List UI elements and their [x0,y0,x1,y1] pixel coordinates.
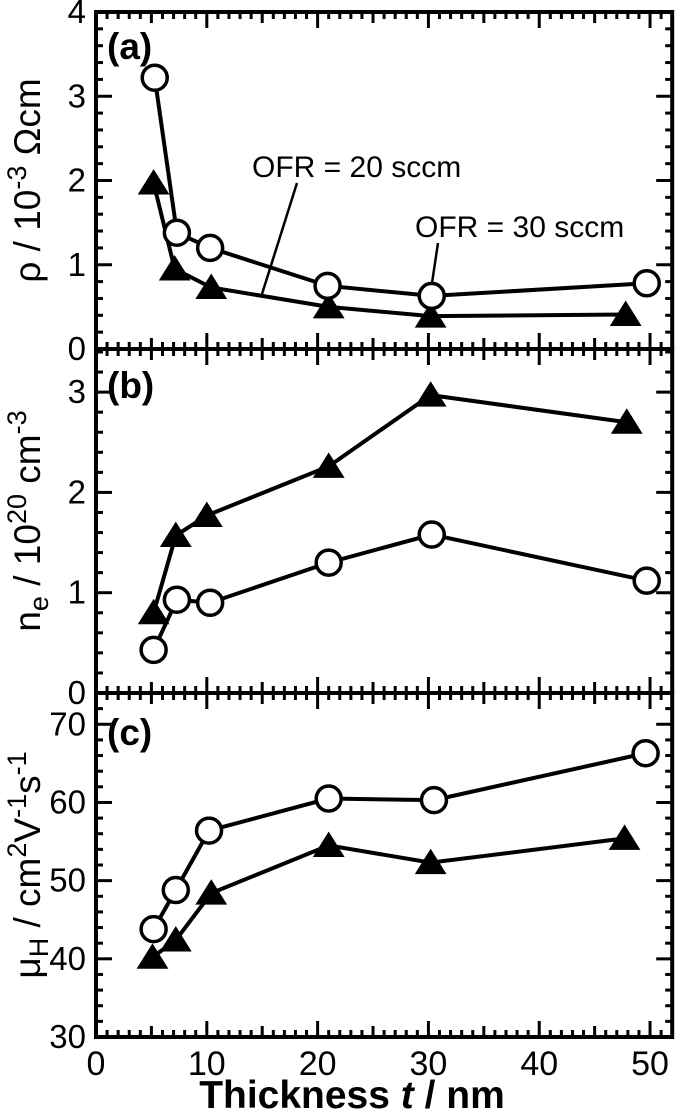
x-axis: 0 10 20 30 40 50 Thickness t / nm [87,1045,669,1116]
x-tick-label: 10 [188,1045,226,1083]
marker-triangle [610,408,643,434]
marker-circle [631,738,660,768]
annotation-leader [260,182,299,295]
y-tick-label: 0 [68,674,86,711]
y-axis-title: μH / cm2V-1s-1 [2,751,54,978]
marker-circle [162,218,192,247]
marker-triangle [414,848,447,875]
x-axis-title: Thickness t / nm [199,1074,505,1116]
x-tick-label: 50 [631,1045,669,1083]
marker-circle [139,914,168,944]
series-line-ofr-30-sccm [152,77,647,298]
panel-tag: (a) [107,26,152,67]
y-tick-label: 70 [49,705,86,742]
panel-tag: (c) [107,712,152,753]
y-tick-label: 3 [68,77,86,114]
marker-circle [314,548,343,577]
panel-c: 30 40 50 60 70 (c) μH / cm2V-1s-1 [2,691,675,1055]
marker-circle [195,233,225,263]
panel-frame [94,691,675,1039]
marker-triangle [609,300,642,326]
marker-triangle [137,169,170,195]
y-tick-label: 2 [68,473,86,510]
marker-triangle [608,824,641,850]
y-tick-label: 60 [49,783,86,820]
x-tick-label: 30 [410,1045,448,1083]
marker-circle [314,784,343,813]
y-tick-label: 3 [68,373,86,410]
y-tick-label: 1 [68,246,86,283]
marker-triangle [414,302,447,328]
marker-circle [162,585,192,614]
marker-circle [140,63,169,92]
series-line-ofr-20-sccm [151,836,625,959]
x-tick-label: 20 [299,1045,337,1083]
y-tick-label: 4 [68,0,86,30]
marker-triangle [159,926,192,952]
marker-triangle [159,521,192,548]
marker-triangle [414,381,447,407]
marker-circle [632,269,661,298]
marker-triangle [137,598,170,625]
y-tick-label: 40 [49,940,86,977]
panel-a: 0 1 2 3 4 OFR = 20 sccm OFR = 30 sccm (a) ρ / 10… [2,0,675,367]
marker-circle [139,635,168,665]
x-tick-label: 40 [520,1045,558,1083]
y-tick-label: 30 [49,1018,86,1055]
annotation-label: OFR = 30 sccm [415,211,624,244]
marker-circle [313,271,342,301]
marker-triangle [158,255,191,281]
series-line-ofr-20-sccm [151,393,628,614]
annotation-label: OFR = 20 sccm [252,151,461,184]
series-line-ofr-30-sccm [151,532,648,651]
panel-tag: (b) [107,365,154,406]
y-tick-label: 0 [68,330,86,367]
series-line-ofr-20-sccm [151,182,626,319]
marker-triangle [136,943,169,969]
marker-triangle [195,879,228,905]
y-axis-title: ne / 1020 cm-3 [2,410,54,631]
y-tick-label: 50 [49,862,86,899]
marker-circle [194,816,224,845]
marker-circle [632,566,661,595]
marker-circle [195,588,225,617]
annotation-leader [430,242,440,284]
panel-frame [94,347,675,695]
marker-triangle [190,501,223,527]
panel-b: 0 1 2 3 (b) ne / 1020 cm-3 [2,347,675,711]
marker-circle [417,520,446,549]
y-axis-title: ρ / 10-3 Ωcm [2,78,48,282]
y-tick-label: 1 [68,574,86,611]
series-line-ofr-30-sccm [151,751,647,931]
marker-triangle [312,292,345,319]
marker-triangle [195,273,228,299]
marker-triangle [312,831,345,857]
marker-circle [417,281,446,311]
marker-circle [161,875,191,905]
marker-triangle [312,452,345,478]
x-tick-label: 0 [87,1045,106,1083]
marker-circle [419,785,449,815]
y-tick-label: 2 [68,162,86,199]
